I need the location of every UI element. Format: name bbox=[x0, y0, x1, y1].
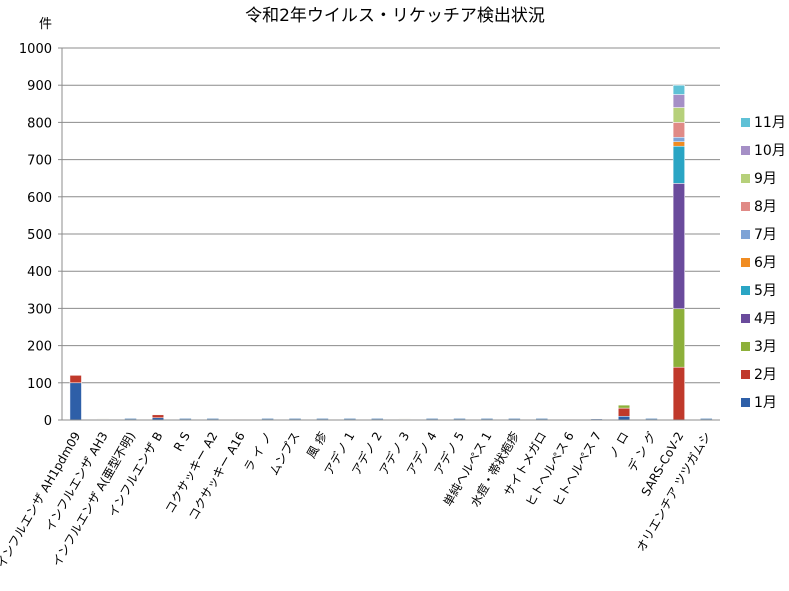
y-tick-label: 400 bbox=[27, 265, 52, 280]
bars bbox=[69, 84, 713, 421]
legend-label: 10月 bbox=[754, 143, 786, 159]
legend-swatch bbox=[741, 202, 750, 211]
legend-label: 1月 bbox=[754, 395, 777, 411]
legend-swatch bbox=[741, 314, 750, 323]
legend-swatch bbox=[741, 258, 750, 267]
legend-swatch bbox=[741, 174, 750, 183]
bar-segment bbox=[672, 183, 685, 310]
legend-label: 2月 bbox=[754, 367, 777, 383]
bar-segment bbox=[672, 84, 685, 95]
legend-label: 9月 bbox=[754, 171, 777, 187]
legend-swatch bbox=[741, 146, 750, 155]
bar-segment bbox=[672, 308, 685, 368]
legend-label: 3月 bbox=[754, 339, 777, 355]
bar-segment bbox=[700, 418, 713, 420]
bar-segment bbox=[316, 418, 329, 420]
bar-segment bbox=[618, 407, 631, 417]
y-tick-label: 300 bbox=[27, 302, 52, 317]
legend-label: 6月 bbox=[754, 255, 777, 271]
bar-segment bbox=[672, 94, 685, 108]
bar-segment bbox=[453, 418, 466, 420]
legend-swatch bbox=[741, 398, 750, 407]
bar-segment bbox=[481, 418, 493, 420]
x-tick-label: 風 疹 bbox=[303, 429, 330, 461]
y-tick-label: 800 bbox=[27, 116, 52, 131]
legend-swatch bbox=[741, 230, 750, 239]
bar-segment bbox=[69, 382, 82, 421]
legend-label: 5月 bbox=[754, 283, 777, 299]
legend-label: 7月 bbox=[754, 227, 777, 243]
y-tick-label: 100 bbox=[27, 377, 52, 392]
legend-swatch bbox=[741, 286, 750, 295]
x-tick-label: R S bbox=[171, 430, 193, 454]
bar-segment bbox=[289, 418, 301, 420]
bar-segment bbox=[207, 418, 219, 420]
legend-swatch bbox=[741, 342, 750, 351]
bar-segment bbox=[672, 141, 685, 147]
legend-label: 4月 bbox=[754, 311, 777, 327]
x-tick-label: ノ ロ bbox=[606, 430, 632, 461]
legend-label: 11月 bbox=[754, 115, 786, 131]
bar-segment bbox=[672, 366, 685, 421]
y-tick-label: 500 bbox=[27, 228, 52, 243]
bar-segment bbox=[645, 418, 658, 420]
y-tick-label: 700 bbox=[27, 154, 52, 169]
bar-segment bbox=[69, 375, 82, 384]
bar-segment bbox=[508, 418, 521, 420]
y-tick-label: 900 bbox=[27, 79, 52, 94]
bar-segment bbox=[124, 418, 137, 420]
bar-segment bbox=[536, 418, 548, 420]
chart-title: 令和2年ウイルス・リケッチア検出状況 bbox=[245, 6, 545, 26]
bar-segment bbox=[371, 418, 384, 420]
bar-segment bbox=[344, 418, 356, 420]
legend-label: 8月 bbox=[754, 199, 777, 215]
legend: 11月 10月 9月 8月 7月 6月 5月 4月 3月 2月 1月 bbox=[741, 115, 786, 411]
y-tick-label: 0 bbox=[44, 414, 52, 429]
bar-segment bbox=[618, 416, 631, 421]
y-tick-label: 600 bbox=[27, 191, 52, 206]
bar-segment bbox=[426, 418, 438, 420]
bar-segment bbox=[672, 107, 685, 123]
bar-segment bbox=[151, 414, 164, 419]
grid bbox=[62, 47, 720, 421]
bar-segment bbox=[672, 145, 685, 184]
bar-segment bbox=[672, 122, 685, 138]
bar-segment bbox=[672, 137, 685, 142]
bar-segment bbox=[618, 404, 631, 409]
y-axis: 0 100 200 300 400 500 600 700 800 900 1000 bbox=[19, 42, 63, 429]
y-tick-label: 200 bbox=[27, 340, 52, 355]
legend-swatch bbox=[741, 118, 750, 127]
bar-segment bbox=[261, 418, 274, 420]
y-tick-label: 1000 bbox=[19, 42, 52, 57]
bar-segment bbox=[179, 418, 192, 420]
y-axis-label: 件 bbox=[39, 17, 52, 32]
legend-swatch bbox=[741, 370, 750, 379]
